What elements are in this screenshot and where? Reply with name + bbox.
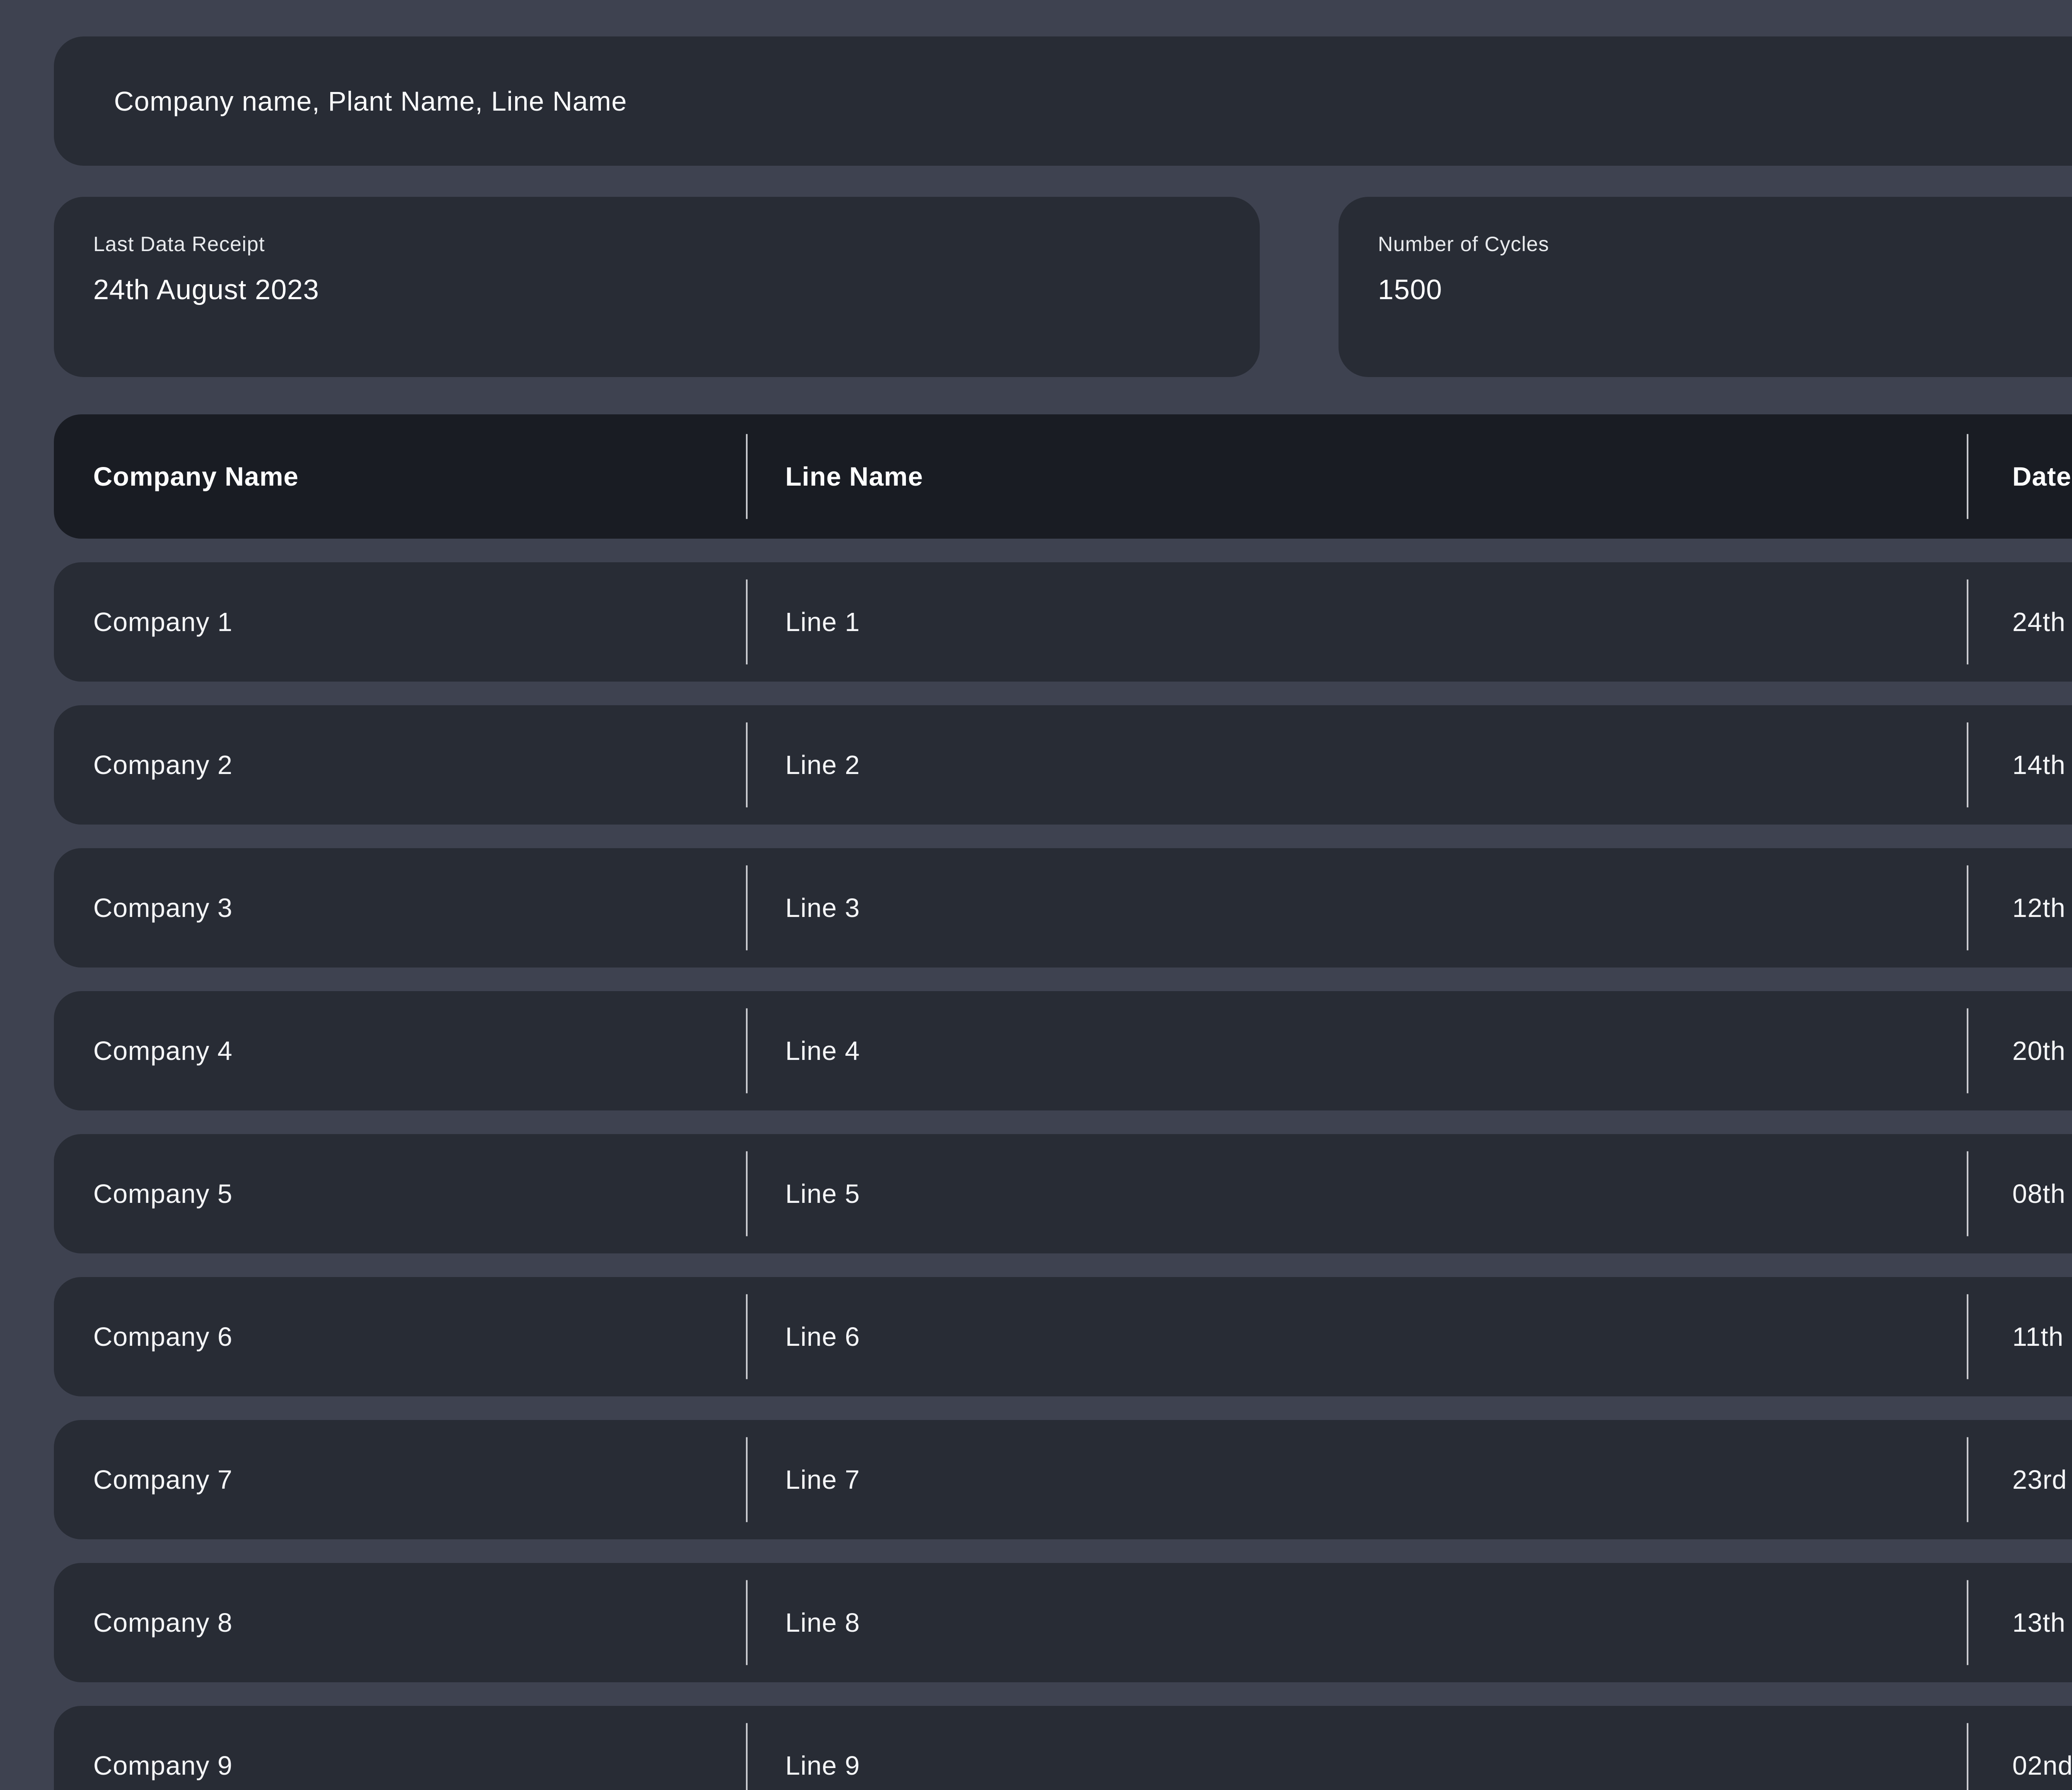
line-name-cell: Line 4: [746, 991, 1967, 1110]
activation-date-cell: 24th August 2023: [1967, 562, 2072, 682]
last-data-receipt-value: 24th August 2023: [93, 274, 320, 305]
table-row: Company 4 Line 4 20th April 2023 Active: [54, 991, 2072, 1110]
company-name-cell: Company 3: [93, 893, 233, 923]
last-data-receipt-label: Last Data Receipt: [93, 232, 265, 256]
company-name-cell: Company 2: [93, 750, 233, 780]
activation-date-cell: 11th February 2023: [1967, 1277, 2072, 1396]
activation-date-cell: 14th July 2023: [1967, 705, 2072, 825]
table-row: Company 8 Line 8 13th January 2023 In Pr…: [54, 1563, 2072, 1682]
page-title: Company name, Plant Name, Line Name: [114, 86, 627, 116]
table-row: Company 3 Line 3 12th July 2023 Active: [54, 848, 2072, 968]
table-header-row: Company Name Line Name Date of Linecraft…: [54, 414, 2072, 539]
activation-date-cell: 23rd January 2023: [1967, 1420, 2072, 1539]
table-row: Company 7 Line 7 23rd January 2023 In Pr…: [54, 1420, 2072, 1539]
line-name-cell: Line 1: [746, 562, 1967, 682]
company-name-cell: Company 8: [93, 1608, 233, 1638]
last-data-receipt-card: Last Data Receipt 24th August 2023: [54, 197, 1260, 377]
table-row: Company 6 Line 6 11th February 2023 Acti…: [54, 1277, 2072, 1396]
activation-date-cell: 13th January 2023: [1967, 1563, 2072, 1682]
line-name-cell: Line 9: [746, 1706, 1967, 1790]
col-header-line-name: Line Name: [746, 414, 1967, 539]
table-row: Company 9 Line 9 02nd January 2023 In Pr…: [54, 1706, 2072, 1790]
table-row: Company 2 Line 2 14th July 2023 Active: [54, 705, 2072, 825]
company-name-cell: Company 6: [93, 1322, 233, 1352]
line-name-cell: Line 7: [746, 1420, 1967, 1539]
line-name-cell: Line 3: [746, 848, 1967, 968]
company-name-cell: Company 4: [93, 1036, 233, 1066]
company-name-cell: Company 5: [93, 1179, 233, 1209]
col-header-activation-date: Date of Linecraft AI Activation: [1967, 414, 2072, 539]
col-header-company-name: Company Name: [93, 462, 299, 491]
activation-date-cell: 20th April 2023: [1967, 991, 2072, 1110]
number-of-cycles-card: Number of Cycles 1500: [1339, 197, 2072, 377]
info-cards-row: Last Data Receipt 24th August 2023 Numbe…: [54, 197, 2072, 377]
activation-date-cell: 08th April 2023: [1967, 1134, 2072, 1253]
number-of-cycles-value: 1500: [1378, 274, 1443, 305]
number-of-cycles-label: Number of Cycles: [1378, 232, 1549, 256]
line-name-cell: Line 5: [746, 1134, 1967, 1253]
line-name-cell: Line 2: [746, 705, 1967, 825]
line-name-cell: Line 8: [746, 1563, 1967, 1682]
company-name-cell: Company 7: [93, 1465, 233, 1495]
table-row: Company 1 Line 1 24th August 2023 Active: [54, 562, 2072, 682]
line-name-cell: Line 6: [746, 1277, 1967, 1396]
table-row: Company 5 Line 5 08th April 2023 Active: [54, 1134, 2072, 1253]
title-bar: Company name, Plant Name, Line Name 1234…: [54, 36, 2072, 166]
company-name-cell: Company 1: [93, 607, 233, 637]
company-name-cell: Company 9: [93, 1751, 233, 1780]
activation-table: Company Name Line Name Date of Linecraft…: [54, 414, 2072, 1790]
activation-date-cell: 12th July 2023: [1967, 848, 2072, 968]
activation-date-cell: 02nd January 2023: [1967, 1706, 2072, 1790]
